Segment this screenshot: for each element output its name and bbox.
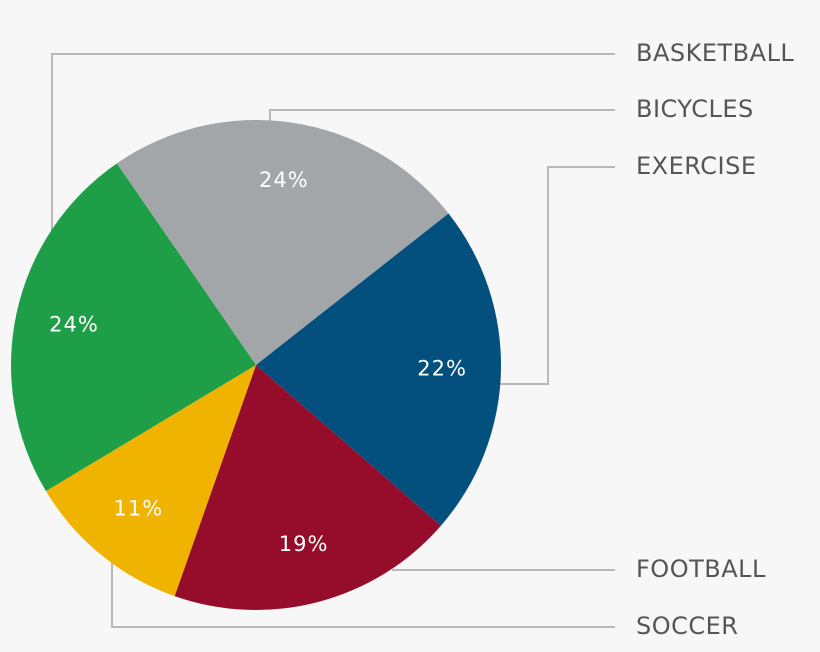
category-label: EXERCISE [636,152,756,180]
category-label: FOOTBALL [636,555,766,583]
slice-label: 11% [113,496,163,520]
leader-line [111,562,615,628]
leader-line [51,53,615,232]
pie-slice [116,120,449,365]
leader-lines [51,53,615,628]
slice-label: 24% [259,168,309,192]
leader-line [269,109,615,126]
slice-label: 22% [417,357,467,381]
category-label: SOCCER [636,612,738,640]
pie-slice [45,365,256,597]
leader-line [500,166,615,385]
slice-label: 19% [279,532,329,556]
category-label: BICYCLES [636,95,754,123]
category-label: BASKETBALL [636,39,794,67]
pie-slice [174,365,441,610]
pie-slice [256,213,501,526]
pie-slice [11,163,257,492]
slice-label: 24% [49,313,99,337]
